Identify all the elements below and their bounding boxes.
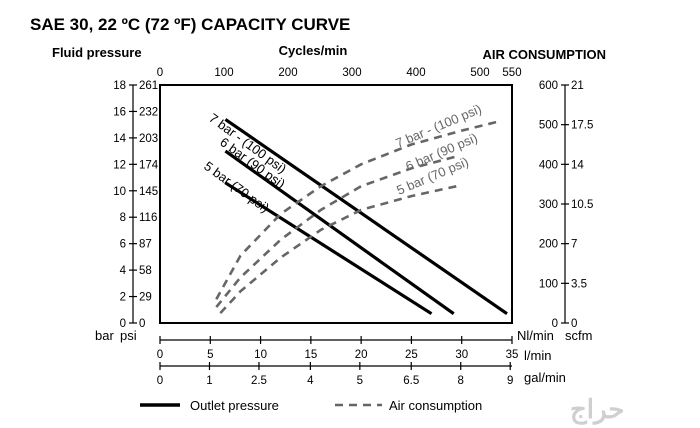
right-tick-nl: 100 (539, 278, 558, 290)
top-tick: 0 (157, 67, 163, 79)
bottom-unit-lpm: l/min (524, 348, 551, 363)
bottom-tick-gpm: 4 (307, 375, 314, 387)
right-tick-scfm: 17.5 (571, 120, 593, 132)
watermark-logo: حراج (570, 394, 624, 425)
air-consumption-line-3 (215, 119, 503, 300)
right-tick-nl: 0 (552, 318, 558, 330)
left-tick-bar: 2 (120, 292, 126, 304)
right-tick-scfm: 0 (571, 318, 577, 330)
right-tick-scfm: 21 (571, 80, 584, 92)
right-tick-scfm: 14 (571, 159, 584, 171)
left-tick-psi: 0 (139, 318, 145, 330)
outlet-pressure-line-0 (224, 118, 508, 316)
left-tick-bar: 10 (113, 186, 126, 198)
series-group (215, 118, 508, 316)
left-tick-psi: 87 (139, 239, 152, 251)
bottom-tick-lpm: 20 (355, 349, 368, 361)
left-unit-bar: bar (95, 328, 114, 343)
bottom-tick-lpm: 30 (455, 349, 468, 361)
bottom-tick-lpm: 35 (506, 349, 519, 361)
right-tick-scfm: 7 (571, 239, 577, 251)
left-tick-psi: 203 (139, 133, 158, 145)
left-tick-bar: 4 (120, 265, 127, 277)
bottom-unit-gpm: gal/min (524, 370, 566, 385)
right-tick-nl: 400 (539, 159, 558, 171)
left-tick-bar: 6 (120, 239, 126, 251)
bottom-tick-gpm: 1 (206, 375, 212, 387)
bottom-tick-gpm: 5 (357, 375, 363, 387)
bottom-tick-lpm: 15 (304, 349, 317, 361)
legend-outlet-pressure: Outlet pressure (190, 398, 279, 413)
top-tick: 400 (406, 67, 425, 79)
legend-air-consumption: Air consumption (389, 398, 482, 413)
left-tick-bar: 14 (113, 133, 126, 145)
top-tick: 200 (278, 67, 297, 79)
left-tick-psi: 261 (139, 80, 158, 92)
bottom-tick-gpm: 0 (157, 375, 163, 387)
right-unit-nl: Nl/min (517, 328, 554, 343)
right-tick-nl: 200 (539, 239, 558, 251)
left-tick-psi: 58 (139, 265, 152, 277)
left-axis-label: Fluid pressure (52, 45, 142, 60)
bottom-tick-lpm: 5 (207, 349, 213, 361)
top-tick: 300 (342, 67, 361, 79)
left-tick-psi: 232 (139, 106, 158, 118)
left-tick-bar: 18 (113, 80, 126, 92)
left-tick-psi: 174 (139, 159, 159, 171)
plot-frame (159, 84, 513, 324)
left-tick-psi: 145 (139, 186, 158, 198)
left-unit-psi: psi (120, 328, 137, 343)
air-consumption-line-5 (219, 184, 457, 314)
right-tick-scfm: 10.5 (571, 199, 593, 211)
left-tick-bar: 16 (113, 106, 126, 118)
left-tick-bar: 8 (120, 212, 126, 224)
right-tick-nl: 300 (539, 199, 558, 211)
right-tick-nl: 500 (539, 120, 558, 132)
air-consumption-line-4 (215, 155, 458, 308)
bottom-tick-lpm: 10 (254, 349, 267, 361)
bottom-tick-gpm: 2.5 (251, 375, 267, 387)
right-tick-scfm: 3.5 (571, 278, 587, 290)
top-tick: 100 (214, 67, 233, 79)
top-tick: 500 (470, 67, 489, 79)
left-tick-bar: 0 (120, 318, 126, 330)
top-tick: 550 (502, 67, 521, 79)
bottom-tick-gpm: 9 (507, 375, 513, 387)
bottom-tick-lpm: 25 (405, 349, 418, 361)
outlet-pressure-line-2 (224, 181, 433, 316)
left-tick-psi: 116 (139, 212, 157, 224)
bottom-tick-gpm: 6.5 (403, 375, 419, 387)
top-axis-label: Cycles/min (279, 43, 348, 58)
right-axis-label: AIR CONSUMPTION (483, 47, 607, 62)
left-tick-bar: 12 (113, 159, 126, 171)
bottom-tick-gpm: 8 (458, 375, 464, 387)
right-tick-nl: 600 (539, 80, 558, 92)
right-unit-scfm: scfm (565, 328, 592, 343)
chart-title: SAE 30, 22 ºC (72 ºF) CAPACITY CURVE (30, 15, 350, 34)
bottom-tick-lpm: 0 (157, 349, 163, 361)
outlet-pressure-line-1 (224, 149, 455, 316)
left-tick-psi: 29 (139, 292, 152, 304)
